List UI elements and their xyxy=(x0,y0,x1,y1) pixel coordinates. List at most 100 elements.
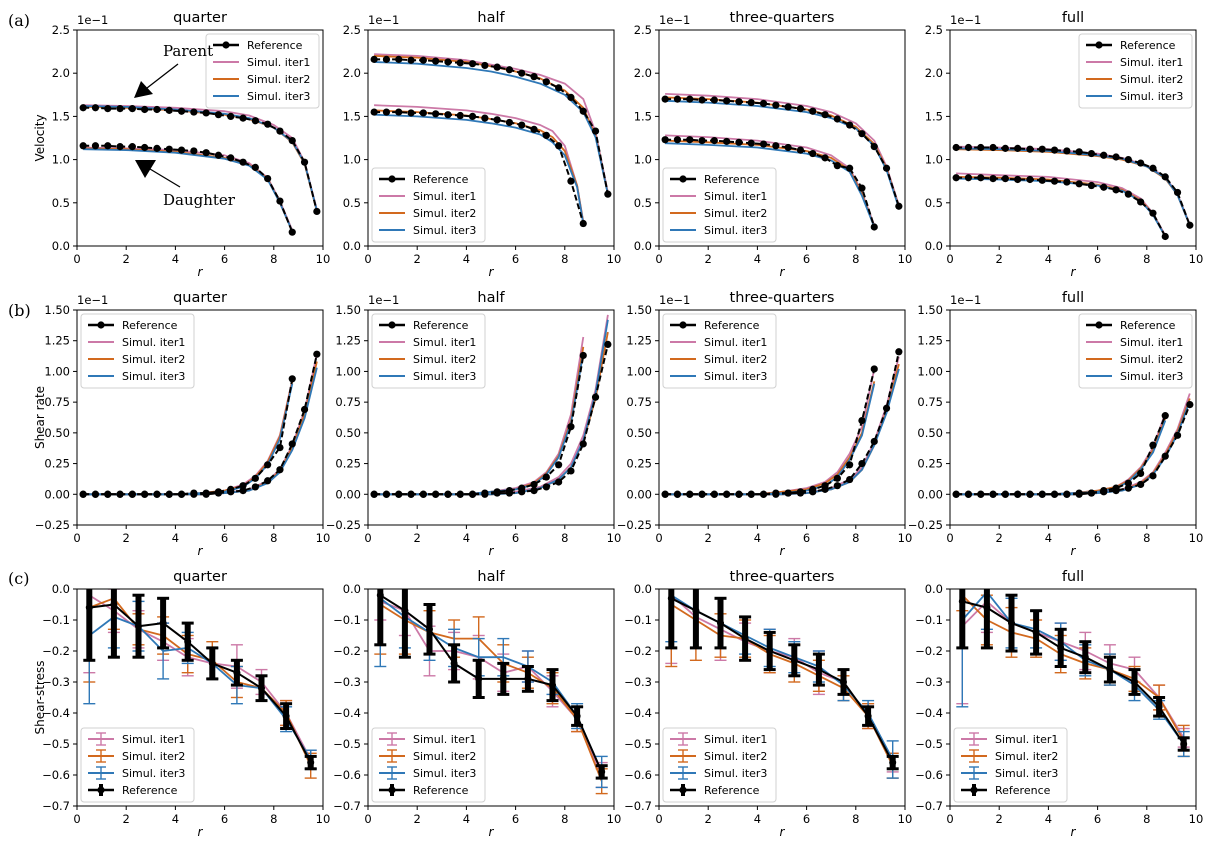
panel-a-quarter-series-reference-point xyxy=(251,163,259,171)
panel-a-quarter: 0 2 4 6 8 10 0.0 0.5 1.0 1.5 2.0 2.5 quarter r 1e−1 Vel… xyxy=(33,10,330,279)
panel-c-three-quarters-xlabel: r xyxy=(780,825,786,839)
panel-b-three-quarters-series-reference-point xyxy=(870,437,878,446)
panel-a-full-legend-simul-iter2-label: Simul. iter2 xyxy=(1120,73,1183,86)
panel-a-half-series-reference-point xyxy=(530,125,538,133)
panel-b-half-series-reference-point xyxy=(567,423,575,431)
panel-a-full-legend-simul-iter1-label: Simul. iter1 xyxy=(1120,56,1183,69)
panel-c-quarter-series-reference-point xyxy=(85,604,93,612)
panel-a-three-quarters-series-reference-point xyxy=(710,136,718,145)
panel-a-quarter-ytick-label: 2.0 xyxy=(52,66,70,80)
panel-b-three-quarters-series-reference-point xyxy=(858,459,866,468)
parent-arrow-head xyxy=(134,81,153,98)
panel-c-three-quarters-legend-simul-iter2-label: Simul. iter2 xyxy=(704,750,767,763)
panel-a-full-series-reference-point xyxy=(1050,146,1059,154)
panel-c-full-legend-reference-label: Reference xyxy=(995,784,1051,797)
panel-c-half-series-reference-point xyxy=(475,675,483,683)
panel-b-quarter-ytick-label: 0.00 xyxy=(44,487,70,501)
panel-c-three-quarters-series-reference-point xyxy=(889,759,897,767)
panel-b-three-quarters-legend-simul-iter1-label: Simul. iter1 xyxy=(704,336,767,349)
panel-c-full-series-reference-point xyxy=(1106,666,1114,674)
panel-b-half-series-reference-point xyxy=(419,490,427,498)
panel-c-half-title: half xyxy=(477,569,505,585)
panel-a-full-series-reference-point xyxy=(1014,175,1022,184)
panel-b-three-quarters-xtick-label: 10 xyxy=(898,531,913,545)
panel-a-three-quarters-series-reference-point xyxy=(772,142,780,150)
panel-b-half-series-reference-point xyxy=(481,490,489,498)
panel-a-half-series-reference-point xyxy=(481,61,489,70)
panel-b-half-ytick-label: 1.00 xyxy=(335,364,361,378)
panel-b-quarter-series-reference-point xyxy=(276,444,284,452)
panel-b-three-quarters-xtick-label: 6 xyxy=(803,531,810,545)
panel-a-half-xtick-label: 2 xyxy=(414,252,421,266)
panel-a-three-quarters-series-reference-point xyxy=(759,140,768,148)
panel-b-full-series-reference-point xyxy=(1038,490,1046,498)
panel-b-quarter-ytick-label: 1.00 xyxy=(44,364,70,378)
panel-b-full-xlabel: r xyxy=(1071,544,1077,558)
panel-a-half-series-reference-point xyxy=(567,93,575,101)
panel-c-three-quarters-xtick-label: 6 xyxy=(803,812,810,826)
panel-c-full-series-simul-iter3-line xyxy=(961,591,1185,745)
panel-c-quarter-series-simul-iter2-line xyxy=(88,597,312,767)
daughter-arrow-shaft xyxy=(149,168,181,188)
panel-a-quarter-series-reference-point xyxy=(141,105,149,114)
panel-a-full-series-reference-point xyxy=(1001,175,1009,183)
panel-b-three-quarters-ytick-label: 1.25 xyxy=(626,334,652,348)
panel-b-quarter-series-reference-point xyxy=(214,489,223,497)
panel-c-quarter-legend-simul-iter3-label: Simul. iter3 xyxy=(122,767,185,780)
panel-a-three-quarters-ytick-label: 0.0 xyxy=(634,239,652,253)
panel-a-full-series-reference-point xyxy=(1063,147,1071,155)
panel-a-half-series-reference-point xyxy=(468,112,477,120)
panel-c-three-quarters-xtick-label: 10 xyxy=(898,812,913,826)
panel-c-full-ytick-label: 0.0 xyxy=(925,582,943,596)
panel-a-full-xtick-label: 10 xyxy=(1189,252,1204,266)
panel-b-three-quarters-legend-box xyxy=(662,313,777,389)
panel-a-quarter-series-reference-line xyxy=(83,144,294,233)
panel-a-three-quarters-legend: Reference Simul. iter1 Simul. iter2 Simul. … xyxy=(662,167,777,243)
panel-a-half-series-reference-point xyxy=(555,84,563,92)
panel-a-half-series-reference-point xyxy=(518,121,526,129)
panel-c-full: 0 2 4 6 8 10 −0.7 −0.6 −0.5 −0.4 −0.3 −0.2 −0.1 0.0 fu… xyxy=(915,569,1203,839)
panel-c-half-ytick-label: −0.3 xyxy=(333,675,361,689)
panel-c-full-series-reference-point xyxy=(1081,653,1089,661)
panel-a-three-quarters-legend-simul-iter3-label: Simul. iter3 xyxy=(704,224,767,237)
panel-a-full-series-reference-point xyxy=(1137,198,1145,206)
panel-c-three-quarters-series-reference-point xyxy=(815,666,823,674)
panel-c-three-quarters-series-reference-point xyxy=(840,678,847,686)
panel-c-half-series-reference-point xyxy=(573,712,581,720)
panel-c-three-quarters-series-reference-point xyxy=(717,619,724,627)
panel-c-full-xlabel: r xyxy=(1071,825,1077,839)
panel-b-half-series-reference-point xyxy=(530,480,538,489)
panel-b-full-legend-reference-label: Reference xyxy=(1120,319,1176,332)
panel-b-quarter-series-reference-point xyxy=(288,375,296,383)
panel-c-three-quarters-frame xyxy=(658,588,906,807)
panel-c-quarter-series-reference-point xyxy=(184,638,192,646)
panel-c-full-ytick-label: −0.6 xyxy=(915,768,943,782)
panel-a-three-quarters-series-reference-point xyxy=(895,202,903,210)
panel-a-half-series-simul-iter3-line xyxy=(374,61,609,195)
panel-a-half-series-reference-point xyxy=(505,118,514,127)
panel-a-half-series-reference-point xyxy=(444,111,452,119)
panel-c-half-series-simul-iter1-line xyxy=(379,600,603,776)
panel-c-full-series-reference-point xyxy=(1180,740,1188,748)
panel-b-quarter-legend-simul-iter3-label: Simul. iter3 xyxy=(122,370,185,383)
panel-a-three-quarters-series-reference-point xyxy=(846,164,854,172)
panel-b-half-xtick-label: 6 xyxy=(512,531,519,545)
panel-b-full-ytick-label: 1.00 xyxy=(917,364,943,378)
panel-a-full-series-reference-point xyxy=(1137,159,1145,167)
panel-a-full-series-reference-point xyxy=(977,143,985,152)
panel-b-half-series-reference-point xyxy=(591,393,600,401)
panel-a-full-series-reference-point xyxy=(1149,164,1157,172)
panel-a-full-series-reference-point xyxy=(1075,180,1083,188)
panel-a-three-quarters-series-reference-point xyxy=(809,149,817,158)
panel-c-full-series-reference-point xyxy=(1131,678,1138,686)
panel-a-full-ytick-label: 0.0 xyxy=(925,239,943,253)
panel-b-half-xtick-label: 2 xyxy=(414,531,421,545)
panel-c-half-series-reference-point xyxy=(549,681,556,689)
panel-a-quarter-legend: Reference Simul. iter1 Simul. iter2 Simul. … xyxy=(205,33,320,109)
panel-b-three-quarters-ytick-label: 1.50 xyxy=(626,303,652,317)
panel-b-three-quarters-legend-reference-label: Reference xyxy=(704,319,760,332)
panel-c-quarter-series-reference-point xyxy=(135,622,142,630)
parent-annotation: Parent xyxy=(134,42,213,98)
panel-a-three-quarters-series-reference-point xyxy=(772,101,780,109)
panel-a-quarter-frame xyxy=(76,29,324,247)
